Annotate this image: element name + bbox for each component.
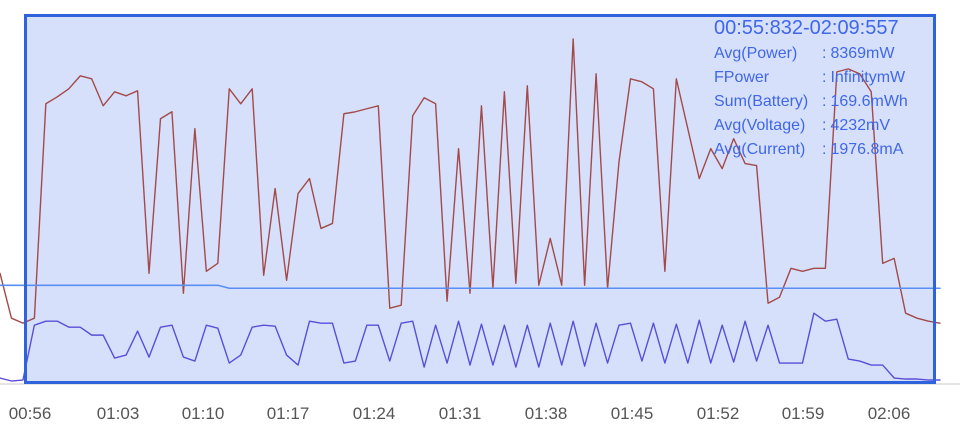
stat-value: 169.6mWh	[830, 93, 908, 110]
selection-range-fill	[24, 14, 936, 384]
stat-value: InfinitymW	[830, 69, 906, 86]
x-tick-label: 02:06	[867, 404, 911, 423]
stat-value: 1976.8mA	[830, 141, 904, 158]
series-layer	[0, 38, 941, 382]
stat-value: 8369mW	[830, 45, 895, 62]
stat-label: Avg(Power)	[714, 45, 798, 62]
stat-label: Avg(Voltage)	[714, 117, 806, 134]
x-tick-label: 01:38	[524, 404, 568, 423]
x-tick-label: 01:59	[781, 404, 825, 423]
x-tick-label: 01:31	[438, 404, 482, 423]
series-line	[0, 284, 941, 290]
x-tick-label: 01:17	[266, 404, 310, 423]
stat-row-avg-current: Avg(Current) : 1976.8mA	[714, 142, 934, 158]
stat-label: FPower	[714, 69, 770, 86]
stat-row-sum-battery: Sum(Battery) : 169.6mWh	[714, 94, 934, 110]
stat-label: Sum(Battery)	[714, 93, 809, 110]
stat-label: Avg(Current)	[714, 141, 806, 158]
x-tick-label: 01:52	[696, 404, 740, 423]
stat-separator: :	[822, 117, 827, 134]
stat-separator: :	[822, 69, 827, 86]
stat-row-avg-power: Avg(Power) : 8369mW	[714, 46, 934, 62]
stat-separator: :	[822, 141, 827, 158]
selected-range-panel[interactable]	[24, 14, 936, 384]
x-tick-label: 00:56	[8, 404, 52, 423]
time-range-readout: 00:55:832-02:09:557	[714, 17, 899, 39]
series-line	[0, 312, 941, 382]
stats-overlay: 00:55:832-02:09:557 Avg(Power) : 8369mW …	[714, 18, 934, 166]
stat-value: 4232mV	[830, 117, 891, 134]
stat-row-fpower: FPower : InfinitymW	[714, 70, 934, 86]
x-tick-label: 01:24	[352, 404, 396, 423]
stat-row-avg-voltage: Avg(Voltage) : 4232mV	[714, 118, 934, 134]
x-tick-label: 01:10	[181, 404, 225, 423]
stat-separator: :	[822, 45, 827, 62]
x-tick-label: 01:45	[610, 404, 654, 423]
x-tick-label: 01:03	[96, 404, 140, 423]
stat-separator: :	[822, 93, 827, 110]
